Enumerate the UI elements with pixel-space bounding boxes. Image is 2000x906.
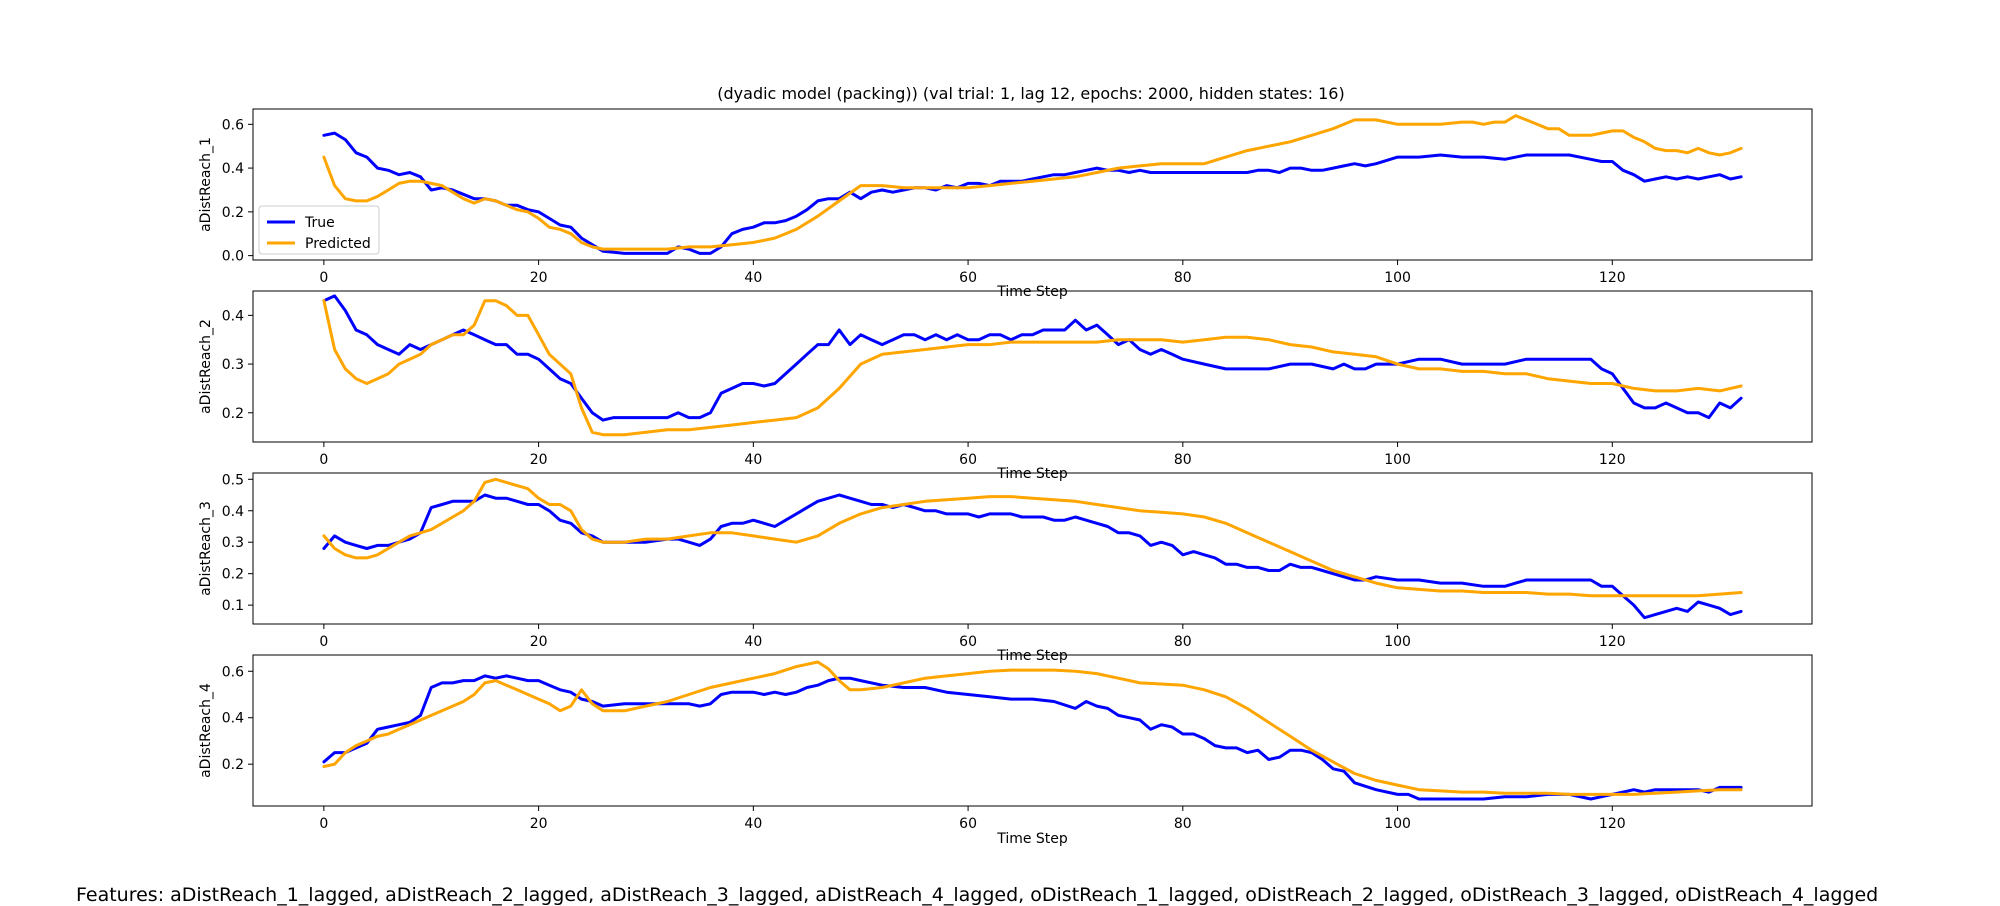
chart-title: (dyadic model (packing)) (val trial: 1, …	[717, 84, 1344, 103]
x-tick-label: 120	[1599, 270, 1626, 286]
series-line-predicted	[322, 660, 1743, 796]
x-tick-label: 20	[530, 270, 548, 286]
y-tick-label: 0.5	[222, 472, 244, 488]
y-tick-label: 0.4	[222, 504, 244, 520]
x-tick-label: 100	[1384, 634, 1411, 650]
x-tick-label: 100	[1384, 270, 1411, 286]
x-axis-title: Time Step	[996, 284, 1068, 300]
series-line-true	[322, 674, 1743, 801]
subplot-3: 0 20 40 60 80 100 120 0.1 0.2 0.3 0.4 0.5 Time Step a…	[198, 472, 1813, 664]
x-tick-label: 0	[319, 816, 328, 832]
legend-label-true: True	[304, 215, 335, 231]
x-tick-label: 40	[744, 270, 762, 286]
x-tick-label: 80	[1174, 270, 1192, 286]
x-axis-title: Time Step	[996, 831, 1068, 847]
x-tick-label: 20	[530, 634, 548, 650]
series-line-predicted	[322, 477, 1743, 598]
features-footer: Features: aDistReach_1_lagged, aDistReac…	[76, 884, 1879, 906]
axes-frame	[252, 472, 1813, 625]
x-tick-label: 0	[319, 270, 328, 286]
y-axis-title: aDistReach_2	[198, 319, 214, 414]
series-line-true	[322, 493, 1743, 620]
x-tick-label: 120	[1599, 816, 1626, 832]
x-tick-label: 120	[1599, 634, 1626, 650]
x-tick-label: 80	[1174, 816, 1192, 832]
x-tick-label: 80	[1174, 452, 1192, 468]
x-tick-label: 20	[530, 452, 548, 468]
y-tick-label: 0.2	[222, 757, 244, 773]
axes-frame	[252, 290, 1813, 443]
y-axis-title: aDistReach_4	[198, 683, 214, 778]
series-line-true	[322, 294, 1743, 422]
legend-label-predicted: Predicted	[305, 236, 371, 252]
legend: True Predicted	[258, 205, 380, 255]
y-tick-label: 0.4	[222, 308, 244, 324]
y-tick-label: 0.2	[222, 567, 244, 583]
x-tick-label: 80	[1174, 634, 1192, 650]
axes-frame	[252, 108, 1813, 261]
series-line-predicted	[322, 299, 1743, 437]
y-axis-title: aDistReach_1	[198, 137, 214, 232]
y-tick-label: 0.2	[222, 205, 244, 221]
y-tick-label: 0.3	[222, 535, 244, 551]
y-tick-label: 0.6	[222, 117, 244, 133]
series-line-true	[322, 131, 1743, 255]
series-line-predicted	[322, 114, 1743, 251]
y-tick-label: 0.3	[222, 357, 244, 373]
x-tick-label: 20	[530, 816, 548, 832]
axes-frame	[252, 654, 1813, 807]
y-tick-label: 0.2	[222, 406, 244, 422]
x-tick-label: 60	[959, 634, 977, 650]
x-tick-label: 0	[319, 634, 328, 650]
x-tick-label: 40	[744, 634, 762, 650]
subplot-4: 0 20 40 60 80 100 120 0.2 0.4 0.6 Time Step aDistRe…	[198, 654, 1813, 847]
x-tick-label: 60	[959, 816, 977, 832]
x-tick-label: 40	[744, 816, 762, 832]
x-tick-label: 120	[1599, 452, 1626, 468]
x-tick-label: 40	[744, 452, 762, 468]
x-tick-label: 60	[959, 452, 977, 468]
y-tick-label: 0.4	[222, 711, 244, 727]
x-tick-label: 0	[319, 452, 328, 468]
y-axis-title: aDistReach_3	[198, 501, 214, 596]
x-tick-label: 60	[959, 270, 977, 286]
y-tick-label: 0.6	[222, 664, 244, 680]
y-tick-label: 0.4	[222, 161, 244, 177]
x-axis-title: Time Step	[996, 648, 1068, 664]
y-tick-label: 0.0	[222, 249, 244, 265]
subplot-2: 0 20 40 60 80 100 120 0.2 0.3 0.4 Time Step aDistRe…	[198, 290, 1813, 482]
x-tick-label: 100	[1384, 816, 1411, 832]
y-tick-label: 0.1	[222, 598, 244, 614]
x-tick-label: 100	[1384, 452, 1411, 468]
x-axis-title: Time Step	[996, 466, 1068, 482]
subplot-1: 0 20 40 60 80 100 120 0.0 0.2 0.4 0.6 Time Step aDis…	[198, 108, 1813, 300]
